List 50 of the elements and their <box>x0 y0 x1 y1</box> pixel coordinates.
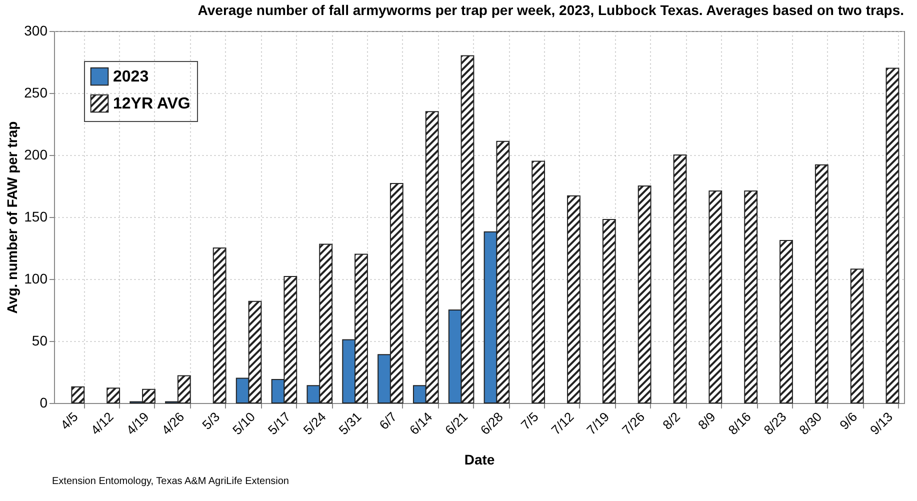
bar <box>744 190 758 404</box>
y-tick-label: 300 <box>24 22 48 38</box>
y-tick-label: 150 <box>24 208 48 224</box>
x-tick-label: 8/23 <box>760 409 790 438</box>
x-tick-label: 7/26 <box>619 409 648 438</box>
x-tick-label: 5/24 <box>300 409 329 438</box>
x-tick-label: 9/6 <box>836 409 860 432</box>
x-tick-label: 5/31 <box>336 409 364 438</box>
x-tick-label: 4/26 <box>158 409 188 438</box>
x-tick-label: 8/2 <box>660 409 683 432</box>
bar <box>532 160 546 404</box>
y-tick-label: 250 <box>24 84 48 100</box>
bar <box>71 386 85 404</box>
x-tick-label: 6/7 <box>376 409 400 432</box>
x-tick-label: 7/12 <box>548 409 577 438</box>
x-axis-title: Date <box>464 452 495 468</box>
y-tick-label: 200 <box>24 146 48 162</box>
y-tick-label: 100 <box>24 270 48 286</box>
x-tick-label: 6/28 <box>477 409 506 438</box>
legend-label: 2023 <box>113 68 149 86</box>
bar <box>106 388 120 404</box>
x-tick-label: 7/19 <box>584 409 612 438</box>
x-tick-label: 5/10 <box>229 409 258 438</box>
legend-label: 12YR AVG <box>113 96 190 112</box>
x-tick-label: 4/12 <box>88 409 116 438</box>
x-tick-label: 6/21 <box>442 409 470 438</box>
chart-title: Average number of fall armyworms per trap per week, 2023, Lubbock Texas. Averages based on two traps. <box>198 2 904 18</box>
x-tick-label: 4/19 <box>123 409 152 438</box>
bar <box>638 186 652 404</box>
bar <box>850 268 864 404</box>
x-tick-label: 6/14 <box>406 409 436 438</box>
bar <box>814 164 828 404</box>
bar <box>602 218 616 404</box>
text: Extension Entomology, Texas A&M AgriLife Extension <box>52 476 289 487</box>
bar <box>567 195 580 404</box>
x-tick-label: 4/5 <box>58 409 81 432</box>
bar <box>673 154 687 404</box>
bar <box>708 190 722 404</box>
bar <box>212 248 226 404</box>
y-tick-label: 50 <box>32 332 48 348</box>
y-tick-label: 0 <box>40 394 48 410</box>
x-tick-label: 8/16 <box>725 409 754 438</box>
x-tick-label: 8/9 <box>695 409 718 432</box>
bar <box>886 68 900 404</box>
x-tick-label: 7/5 <box>518 409 542 432</box>
x-tick-label: 5/3 <box>199 409 223 432</box>
bar <box>780 240 793 404</box>
x-tick-label: 8/30 <box>796 409 825 438</box>
y-axis-title: Avg. number of FAW per trap <box>4 121 20 314</box>
x-tick-label: 9/13 <box>866 409 896 438</box>
